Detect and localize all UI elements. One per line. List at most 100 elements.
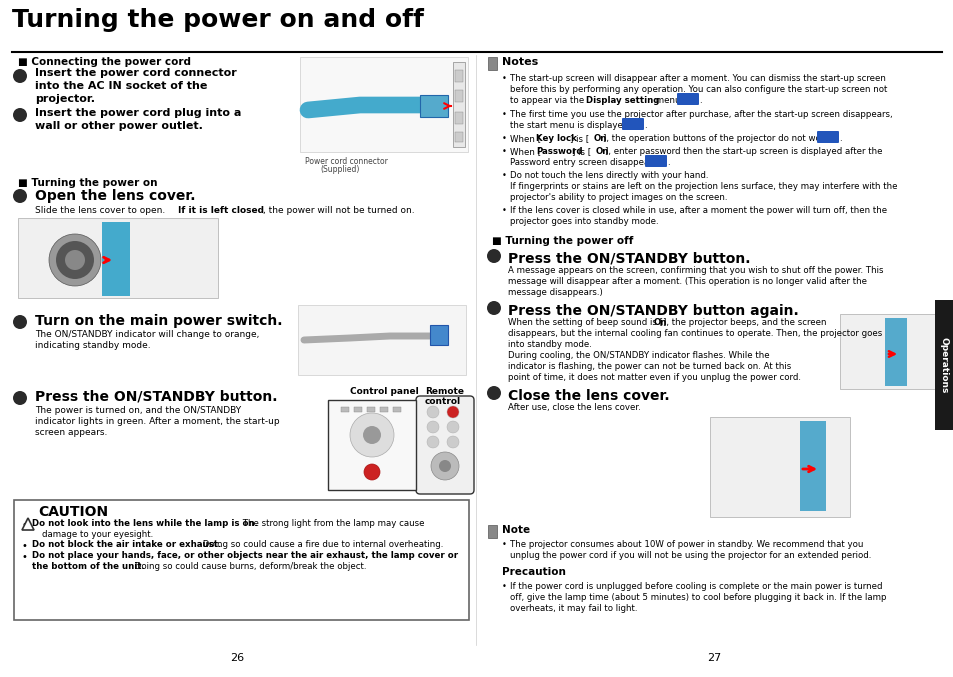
Text: 26: 26 — [230, 653, 244, 663]
Text: If it is left closed: If it is left closed — [178, 206, 264, 215]
Circle shape — [486, 386, 500, 400]
Bar — [800, 421, 825, 511]
Bar — [18, 218, 218, 298]
Circle shape — [486, 301, 500, 315]
Text: If the lens cover is closed while in use, after a moment the power will turn off: If the lens cover is closed while in use… — [510, 206, 886, 215]
Text: 1: 1 — [17, 192, 23, 202]
Circle shape — [363, 426, 380, 444]
Text: message will disappear after a moment. (This operation is no longer valid after : message will disappear after a moment. (… — [507, 277, 866, 286]
Text: ], the operation buttons of the projector do not work: ], the operation buttons of the projecto… — [602, 134, 831, 143]
Text: Insert the power cord plug into a: Insert the power cord plug into a — [35, 108, 241, 118]
Text: .: . — [699, 96, 700, 105]
Text: Notes: Notes — [501, 57, 537, 67]
Circle shape — [438, 460, 451, 472]
Text: ■ Turning the power on: ■ Turning the power on — [18, 178, 157, 188]
Text: damage to your eyesight.: damage to your eyesight. — [42, 530, 153, 539]
Circle shape — [49, 234, 101, 286]
Bar — [367, 407, 375, 412]
Text: •: • — [22, 520, 28, 530]
Text: The projector consumes about 10W of power in standby. We recommend that you: The projector consumes about 10W of powe… — [510, 540, 862, 549]
Text: Insert the power cord connector: Insert the power cord connector — [35, 68, 236, 78]
Text: message disappears.): message disappears.) — [507, 288, 602, 297]
Text: •: • — [501, 171, 506, 180]
Text: the start menu is displayed: the start menu is displayed — [510, 121, 631, 130]
Text: p.35: p.35 — [648, 157, 663, 163]
Bar — [328, 400, 416, 490]
Circle shape — [13, 189, 27, 203]
Circle shape — [447, 436, 458, 448]
Text: When [: When [ — [510, 147, 540, 156]
Bar — [354, 407, 361, 412]
Text: indicating standby mode.: indicating standby mode. — [35, 341, 151, 350]
Text: ■ Turning the power off: ■ Turning the power off — [492, 236, 633, 246]
Bar — [419, 95, 448, 117]
Text: •: • — [501, 582, 506, 591]
Text: Operations: Operations — [939, 337, 947, 393]
Text: off, give the lamp time (about 5 minutes) to cool before plugging it back in. If: off, give the lamp time (about 5 minutes… — [510, 593, 885, 602]
Text: p.40: p.40 — [679, 95, 695, 101]
Text: screen appears.: screen appears. — [35, 428, 108, 437]
Text: Press the ON/STANDBY button.: Press the ON/STANDBY button. — [507, 252, 750, 266]
Circle shape — [13, 315, 27, 329]
Bar — [379, 407, 388, 412]
Text: 2: 2 — [17, 318, 23, 328]
Text: menu: menu — [652, 96, 682, 105]
Bar — [393, 407, 400, 412]
Text: projector's ability to project images on the screen.: projector's ability to project images on… — [510, 193, 727, 202]
Text: (Supplied): (Supplied) — [319, 165, 359, 174]
Text: Turn on the main power switch.: Turn on the main power switch. — [35, 314, 282, 328]
Text: Remote: Remote — [424, 387, 463, 396]
Bar — [840, 314, 939, 389]
Text: During cooling, the ON/STANDBY indicator flashes. While the: During cooling, the ON/STANDBY indicator… — [507, 351, 769, 360]
Text: •: • — [501, 134, 506, 143]
Text: Key lock: Key lock — [536, 134, 577, 143]
Text: 3: 3 — [491, 389, 497, 399]
Text: After use, close the lens cover.: After use, close the lens cover. — [507, 403, 640, 412]
Circle shape — [427, 421, 438, 433]
Circle shape — [431, 452, 458, 480]
Text: If fingerprints or stains are left on the projection lens surface, they may inte: If fingerprints or stains are left on th… — [510, 182, 897, 191]
Text: Press the ON/STANDBY button again.: Press the ON/STANDBY button again. — [507, 304, 798, 318]
Text: The first time you use the projector after purchase, after the start-up screen d: The first time you use the projector aft… — [510, 110, 892, 119]
FancyBboxPatch shape — [621, 118, 643, 130]
Text: Close the lens cover.: Close the lens cover. — [507, 389, 669, 403]
Text: The start-up screen will disappear after a moment. You can dismiss the start-up : The start-up screen will disappear after… — [510, 74, 885, 83]
Text: wall or other power outlet.: wall or other power outlet. — [35, 121, 203, 131]
Text: When the setting of beep sound is [: When the setting of beep sound is [ — [507, 318, 662, 327]
Bar — [102, 222, 130, 296]
Text: disappears, but the internal cooling fan continues to operate. Then, the project: disappears, but the internal cooling fan… — [507, 329, 882, 338]
Text: to appear via the: to appear via the — [510, 96, 586, 105]
Text: •: • — [501, 74, 506, 83]
Bar — [709, 417, 849, 517]
Circle shape — [65, 250, 85, 270]
Circle shape — [13, 391, 27, 405]
Text: On: On — [596, 147, 609, 156]
Text: Do not touch the lens directly with your hand.: Do not touch the lens directly with your… — [510, 171, 708, 180]
Text: into the AC IN socket of the: into the AC IN socket of the — [35, 81, 207, 91]
Text: the bottom of the unit.: the bottom of the unit. — [32, 562, 145, 571]
Text: before this by performing any operation. You can also configure the start-up scr: before this by performing any operation.… — [510, 85, 886, 94]
FancyBboxPatch shape — [644, 155, 666, 167]
FancyBboxPatch shape — [416, 396, 474, 494]
Text: 1: 1 — [491, 253, 497, 261]
Circle shape — [13, 108, 27, 122]
Text: A message appears on the screen, confirming that you wish to shut off the power.: A message appears on the screen, confirm… — [507, 266, 882, 275]
Bar — [455, 112, 462, 124]
Polygon shape — [22, 518, 34, 530]
Text: overheats, it may fail to light.: overheats, it may fail to light. — [510, 604, 637, 613]
Text: •: • — [501, 540, 506, 549]
Text: Do not block the air intake or exhaust.: Do not block the air intake or exhaust. — [32, 540, 221, 549]
Text: •: • — [501, 147, 506, 156]
Text: ], the projector beeps, and the screen: ], the projector beeps, and the screen — [662, 318, 825, 327]
Text: •: • — [501, 110, 506, 119]
Circle shape — [56, 241, 94, 279]
Bar — [453, 62, 464, 147]
Text: Turning the power on and off: Turning the power on and off — [12, 8, 423, 32]
Text: Note: Note — [501, 525, 530, 535]
FancyBboxPatch shape — [816, 131, 838, 143]
FancyBboxPatch shape — [677, 93, 699, 105]
Text: Do not place your hands, face, or other objects near the air exhaust, the lamp c: Do not place your hands, face, or other … — [32, 551, 457, 560]
Text: .: . — [643, 121, 646, 130]
Text: 1: 1 — [17, 72, 23, 81]
Text: ] is [: ] is [ — [569, 134, 589, 143]
